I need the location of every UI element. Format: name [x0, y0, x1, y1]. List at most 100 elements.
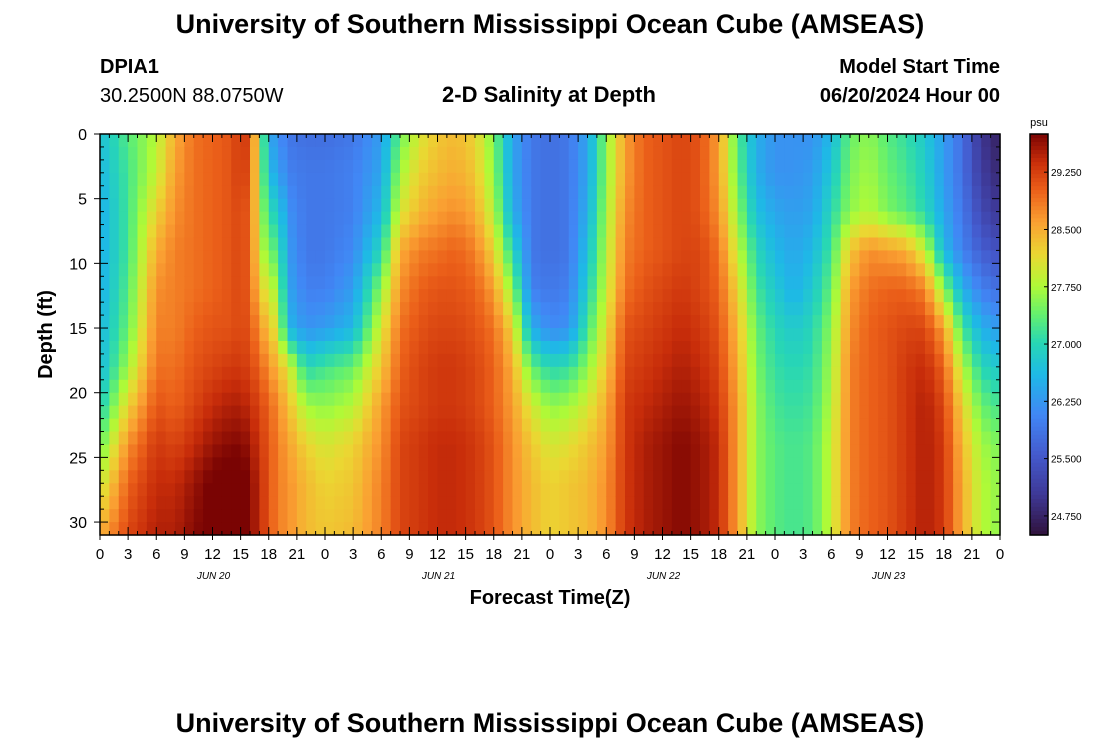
heatmap-cell	[503, 134, 514, 148]
heatmap-cell	[287, 328, 298, 342]
heatmap-cell	[906, 405, 917, 420]
heatmap-cell	[643, 496, 654, 510]
heatmap-cell	[371, 302, 382, 316]
colorbar-tick-label: 27.750	[1051, 283, 1082, 294]
heatmap-cell	[953, 159, 964, 174]
colorbar-segment	[1030, 142, 1048, 147]
heatmap-cell	[643, 302, 654, 316]
heatmap-cell	[634, 134, 645, 148]
heatmap-cell	[962, 146, 973, 161]
heatmap-cell	[165, 250, 176, 264]
heatmap-cell	[193, 172, 204, 187]
heatmap-cell	[990, 470, 1001, 484]
heatmap-cell	[700, 392, 710, 407]
heatmap-cell	[831, 379, 842, 394]
heatmap-cell	[100, 224, 110, 239]
heatmap-cell	[550, 198, 560, 213]
heatmap-cell	[625, 405, 635, 420]
heatmap-cell	[428, 263, 439, 277]
heatmap-cell	[578, 457, 589, 471]
heatmap-cell	[756, 444, 767, 458]
heatmap-cell	[343, 366, 354, 381]
heatmap-cell	[990, 159, 1001, 174]
heatmap-cell	[184, 198, 195, 213]
heatmap-cell	[568, 366, 579, 381]
heatmap-cell	[465, 146, 476, 161]
colorbar-segment	[1030, 158, 1048, 163]
heatmap-cell	[878, 366, 889, 381]
heatmap-cell	[700, 172, 710, 187]
heatmap-cell	[981, 457, 992, 471]
heatmap-cell	[315, 392, 326, 407]
heatmap-cell	[418, 379, 429, 394]
heatmap-cell	[221, 405, 232, 420]
heatmap-cell	[578, 470, 589, 484]
heatmap-cell	[643, 315, 654, 329]
heatmap-cell	[793, 483, 804, 497]
heatmap-cell	[634, 431, 645, 446]
heatmap-cell	[625, 315, 635, 329]
heatmap-cell	[718, 302, 729, 316]
heatmap-cell	[915, 263, 926, 277]
heatmap-cell	[512, 263, 523, 277]
heatmap-cell	[184, 134, 195, 148]
heatmap-cell	[287, 250, 298, 264]
heatmap-cell	[859, 185, 870, 200]
heatmap-cell	[943, 353, 954, 368]
heatmap-cell	[212, 353, 223, 368]
colorbar-segment	[1030, 502, 1048, 508]
heatmap-cell	[793, 340, 804, 355]
heatmap-cell	[306, 353, 317, 368]
heatmap-cell	[793, 444, 804, 458]
heatmap-cell	[625, 224, 635, 239]
heatmap-cell	[915, 483, 926, 497]
heatmap-cell	[596, 237, 607, 252]
heatmap-cell	[887, 185, 898, 200]
heatmap-cell	[840, 340, 851, 355]
heatmap-cell	[793, 470, 804, 484]
heatmap-cell	[484, 328, 495, 342]
heatmap-cell	[943, 250, 954, 264]
x-tick-label: 0	[546, 546, 554, 563]
heatmap-cell	[568, 146, 579, 161]
heatmap-cell	[784, 509, 795, 523]
heatmap-cell	[718, 263, 729, 277]
heatmap-cell	[381, 418, 392, 433]
heatmap-cell	[868, 263, 879, 277]
heatmap-cell	[821, 496, 832, 510]
heatmap-cell	[437, 392, 448, 407]
x-tick-label: 12	[429, 546, 446, 563]
heatmap-cell	[287, 483, 298, 497]
heatmap-cell	[728, 379, 739, 394]
heatmap-cell	[400, 172, 410, 187]
heatmap-cell	[325, 522, 335, 536]
heatmap-cell	[850, 172, 860, 187]
heatmap-cell	[878, 509, 889, 523]
heatmap-cell	[362, 289, 373, 303]
heatmap-cell	[812, 302, 823, 316]
heatmap-cell	[915, 250, 926, 264]
heatmap-cell	[493, 496, 504, 510]
heatmap-cell	[587, 172, 598, 187]
heatmap-cell	[334, 340, 345, 355]
heatmap-cell	[803, 366, 814, 381]
heatmap-cell	[615, 211, 626, 226]
heatmap-cell	[259, 522, 270, 536]
heatmap-cell	[437, 328, 448, 342]
heatmap-cell	[193, 263, 204, 277]
heatmap-cell	[671, 276, 682, 290]
heatmap-cell	[175, 185, 185, 200]
heatmap-cell	[193, 159, 204, 174]
heatmap-cell	[353, 522, 364, 536]
heatmap-cell	[418, 276, 429, 290]
y-tick-label: 25	[69, 450, 87, 467]
heatmap-cell	[587, 444, 598, 458]
heatmap-cell	[990, 146, 1001, 161]
heatmap-cell	[268, 263, 279, 277]
heatmap-cell	[456, 134, 467, 148]
colorbar-tick-label: 28.500	[1051, 225, 1082, 236]
heatmap-cell	[821, 470, 832, 484]
heatmap-cell	[278, 315, 289, 329]
heatmap-cell	[840, 315, 851, 329]
heatmap-cell	[456, 353, 467, 368]
